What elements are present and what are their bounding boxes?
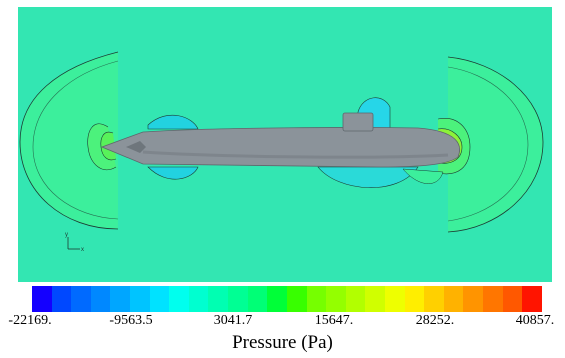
svg-text:x: x — [81, 247, 84, 253]
color-swatch — [169, 286, 189, 312]
color-swatch — [365, 286, 385, 312]
color-swatch — [463, 286, 484, 312]
color-swatch — [51, 286, 72, 312]
legend-tick-label: -9563.5 — [109, 313, 153, 328]
color-swatch — [502, 286, 523, 312]
color-scale-bar — [32, 286, 542, 312]
legend-tick-label: 15647. — [314, 313, 354, 328]
legend-tick-label: 28252. — [415, 313, 455, 328]
color-swatch — [483, 286, 503, 312]
color-swatch — [424, 286, 444, 312]
legend-title: Pressure (Pa) — [232, 332, 333, 353]
bow-far-field-contours — [19, 51, 119, 230]
color-swatch — [404, 286, 425, 312]
color-swatch — [247, 286, 268, 312]
color-swatch — [384, 286, 405, 312]
color-swatch — [228, 286, 248, 312]
color-swatch — [149, 286, 170, 312]
color-swatch — [306, 286, 327, 312]
color-swatch — [188, 286, 209, 312]
legend-tick-label: -22169. — [8, 313, 52, 328]
color-swatch — [32, 286, 52, 312]
axis-triad-icon: y x — [65, 232, 84, 253]
color-swatch — [71, 286, 91, 312]
simulation-viewport[interactable]: y x — [18, 7, 552, 282]
svg-text:y: y — [65, 232, 68, 238]
legend-tick-label: 40857. — [515, 313, 555, 328]
color-swatch — [522, 286, 542, 312]
pressure-legend: -22169. -9563.5 3041.7 15647. 28252. 408… — [0, 286, 565, 356]
color-swatch — [130, 286, 150, 312]
color-swatch — [90, 286, 111, 312]
color-swatch — [345, 286, 366, 312]
bow-planes — [126, 141, 146, 153]
color-swatch — [286, 286, 307, 312]
legend-tick-label: 3041.7 — [213, 313, 253, 328]
submarine-hull — [100, 112, 460, 168]
color-swatch — [267, 286, 287, 312]
color-swatch — [326, 286, 346, 312]
color-swatch — [443, 286, 464, 312]
color-swatch — [110, 286, 131, 312]
sail — [342, 112, 374, 132]
pressure-field-render: y x — [18, 7, 552, 282]
color-swatch — [208, 286, 229, 312]
